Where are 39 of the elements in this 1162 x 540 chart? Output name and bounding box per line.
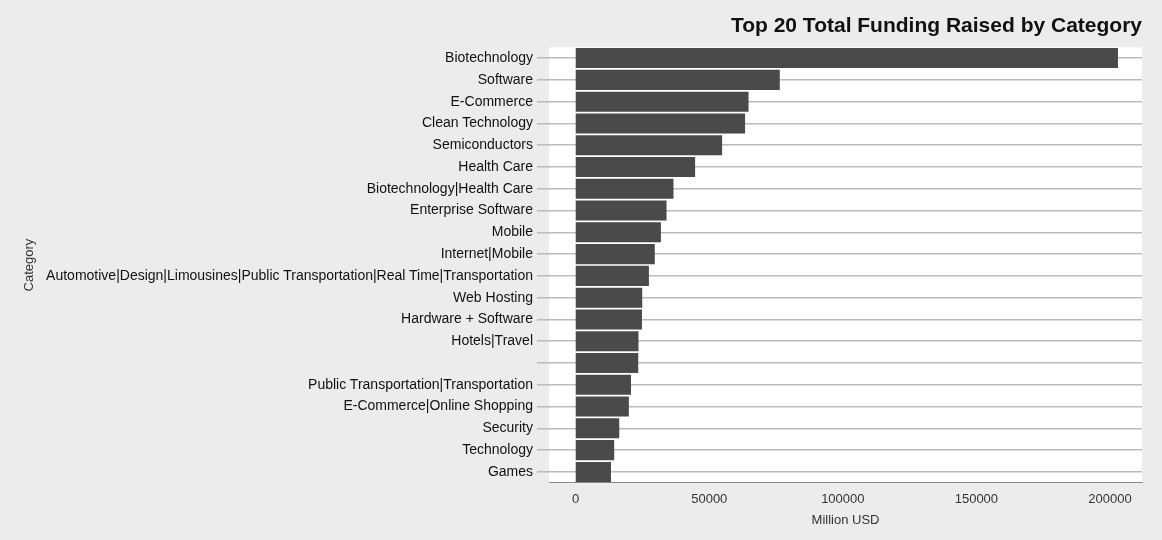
y-tick-label: Automotive|Design|Limousines|Public Transportation|Real Time|Transportation bbox=[46, 266, 533, 283]
chart-title: Top 20 Total Funding Raised by Category bbox=[730, 13, 1143, 37]
y-tick-label: Internet|Mobile bbox=[440, 244, 534, 261]
bar bbox=[575, 440, 615, 461]
bar bbox=[575, 461, 611, 482]
y-tick-label: Hardware + Software bbox=[401, 310, 534, 327]
x-axis-title: Million USD bbox=[811, 511, 880, 527]
x-tick-label: 50000 bbox=[691, 491, 728, 507]
bar bbox=[575, 265, 649, 286]
y-tick-label: Biotechnology bbox=[445, 48, 533, 65]
bar bbox=[575, 352, 639, 374]
y-tick-label: Hotels|Travel bbox=[451, 332, 533, 349]
x-tick-label: 200000 bbox=[1088, 491, 1132, 507]
y-tick-label: Clean Technology bbox=[421, 114, 533, 131]
y-tick-label: Software bbox=[477, 70, 534, 87]
y-tick-label: Enterprise Software bbox=[410, 201, 534, 218]
bar bbox=[575, 178, 674, 199]
y-tick-label: Semiconductors bbox=[432, 136, 533, 153]
x-tick-label: 150000 bbox=[954, 491, 999, 507]
x-tick-label: 100000 bbox=[821, 491, 865, 507]
y-tick-label: Biotechnology|Health Care bbox=[366, 179, 534, 196]
x-tick-label: 0 bbox=[572, 491, 580, 507]
y-tick-label: Technology bbox=[462, 440, 533, 457]
y-tick-label: Security bbox=[482, 419, 533, 436]
y-tick-label: E-Commerce bbox=[450, 92, 534, 109]
bar bbox=[575, 48, 1118, 69]
bar bbox=[575, 69, 780, 90]
y-tick-label: Mobile bbox=[491, 223, 534, 240]
bar bbox=[575, 135, 723, 156]
bar bbox=[575, 244, 655, 265]
y-tick-label: Games bbox=[487, 462, 533, 479]
y-tick-label: Health Care bbox=[458, 157, 534, 174]
bar bbox=[575, 331, 639, 352]
y-axis-title: Category bbox=[21, 238, 37, 292]
bar bbox=[575, 374, 632, 395]
bar bbox=[575, 156, 696, 178]
y-tick-label: Public Transportation|Transportation bbox=[308, 375, 533, 392]
y-tick-label: E-Commerce|Online Shopping bbox=[343, 397, 533, 414]
y-tick-label: Web Hosting bbox=[453, 288, 533, 305]
